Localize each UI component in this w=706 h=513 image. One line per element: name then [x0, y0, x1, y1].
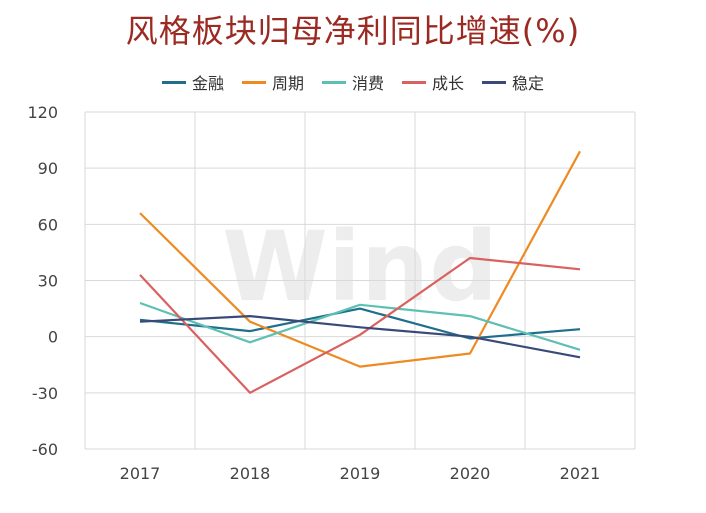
x-tick-label: 2017 [120, 464, 161, 483]
y-tick-label: 90 [38, 159, 58, 178]
x-axis-ticks: 2017 2018 2019 2020 2021 [120, 464, 601, 483]
legend-item-cyclical: 周期 [241, 70, 304, 94]
legend-label: 金融 [191, 74, 224, 93]
y-tick-label: 60 [38, 215, 58, 234]
legend-item-finance: 金融 [161, 70, 224, 94]
legend-label: 消费 [351, 74, 384, 93]
chart-title: 风格板块归母净利同比增速(%) [125, 12, 581, 50]
series-lines [139, 150, 581, 394]
series-line [139, 301, 581, 351]
legend-swatch [161, 80, 186, 84]
y-tick-label: 0 [48, 328, 58, 347]
y-tick-label: -30 [32, 384, 58, 403]
y-tick-label: 120 [27, 103, 58, 122]
x-tick-label: 2018 [230, 464, 271, 483]
series-line [139, 315, 581, 359]
legend-item-consumer: 消费 [321, 70, 384, 94]
y-tick-label: 30 [38, 272, 58, 291]
legend-label: 成长 [432, 74, 465, 93]
legend-swatch [321, 80, 346, 84]
legend-item-stable: 稳定 [482, 70, 544, 94]
x-tick-label: 2021 [560, 464, 601, 483]
x-tick-label: 2019 [340, 464, 381, 483]
y-tick-label: -60 [32, 440, 58, 459]
legend: 金融 周期 消费 成长 稳定 [0, 70, 706, 94]
series-line [139, 150, 581, 368]
legend-swatch [402, 80, 426, 84]
legend-item-growth: 成长 [402, 70, 464, 94]
series-line [139, 307, 581, 340]
gridlines [84, 111, 636, 450]
legend-label: 稳定 [512, 74, 545, 93]
x-tick-label: 2020 [450, 464, 491, 483]
legend-swatch [482, 80, 507, 84]
y-axis-ticks: 120 90 60 30 0 -30 -60 [27, 103, 58, 459]
legend-swatch [241, 80, 266, 84]
series-line [139, 256, 581, 394]
legend-label: 周期 [271, 74, 304, 93]
